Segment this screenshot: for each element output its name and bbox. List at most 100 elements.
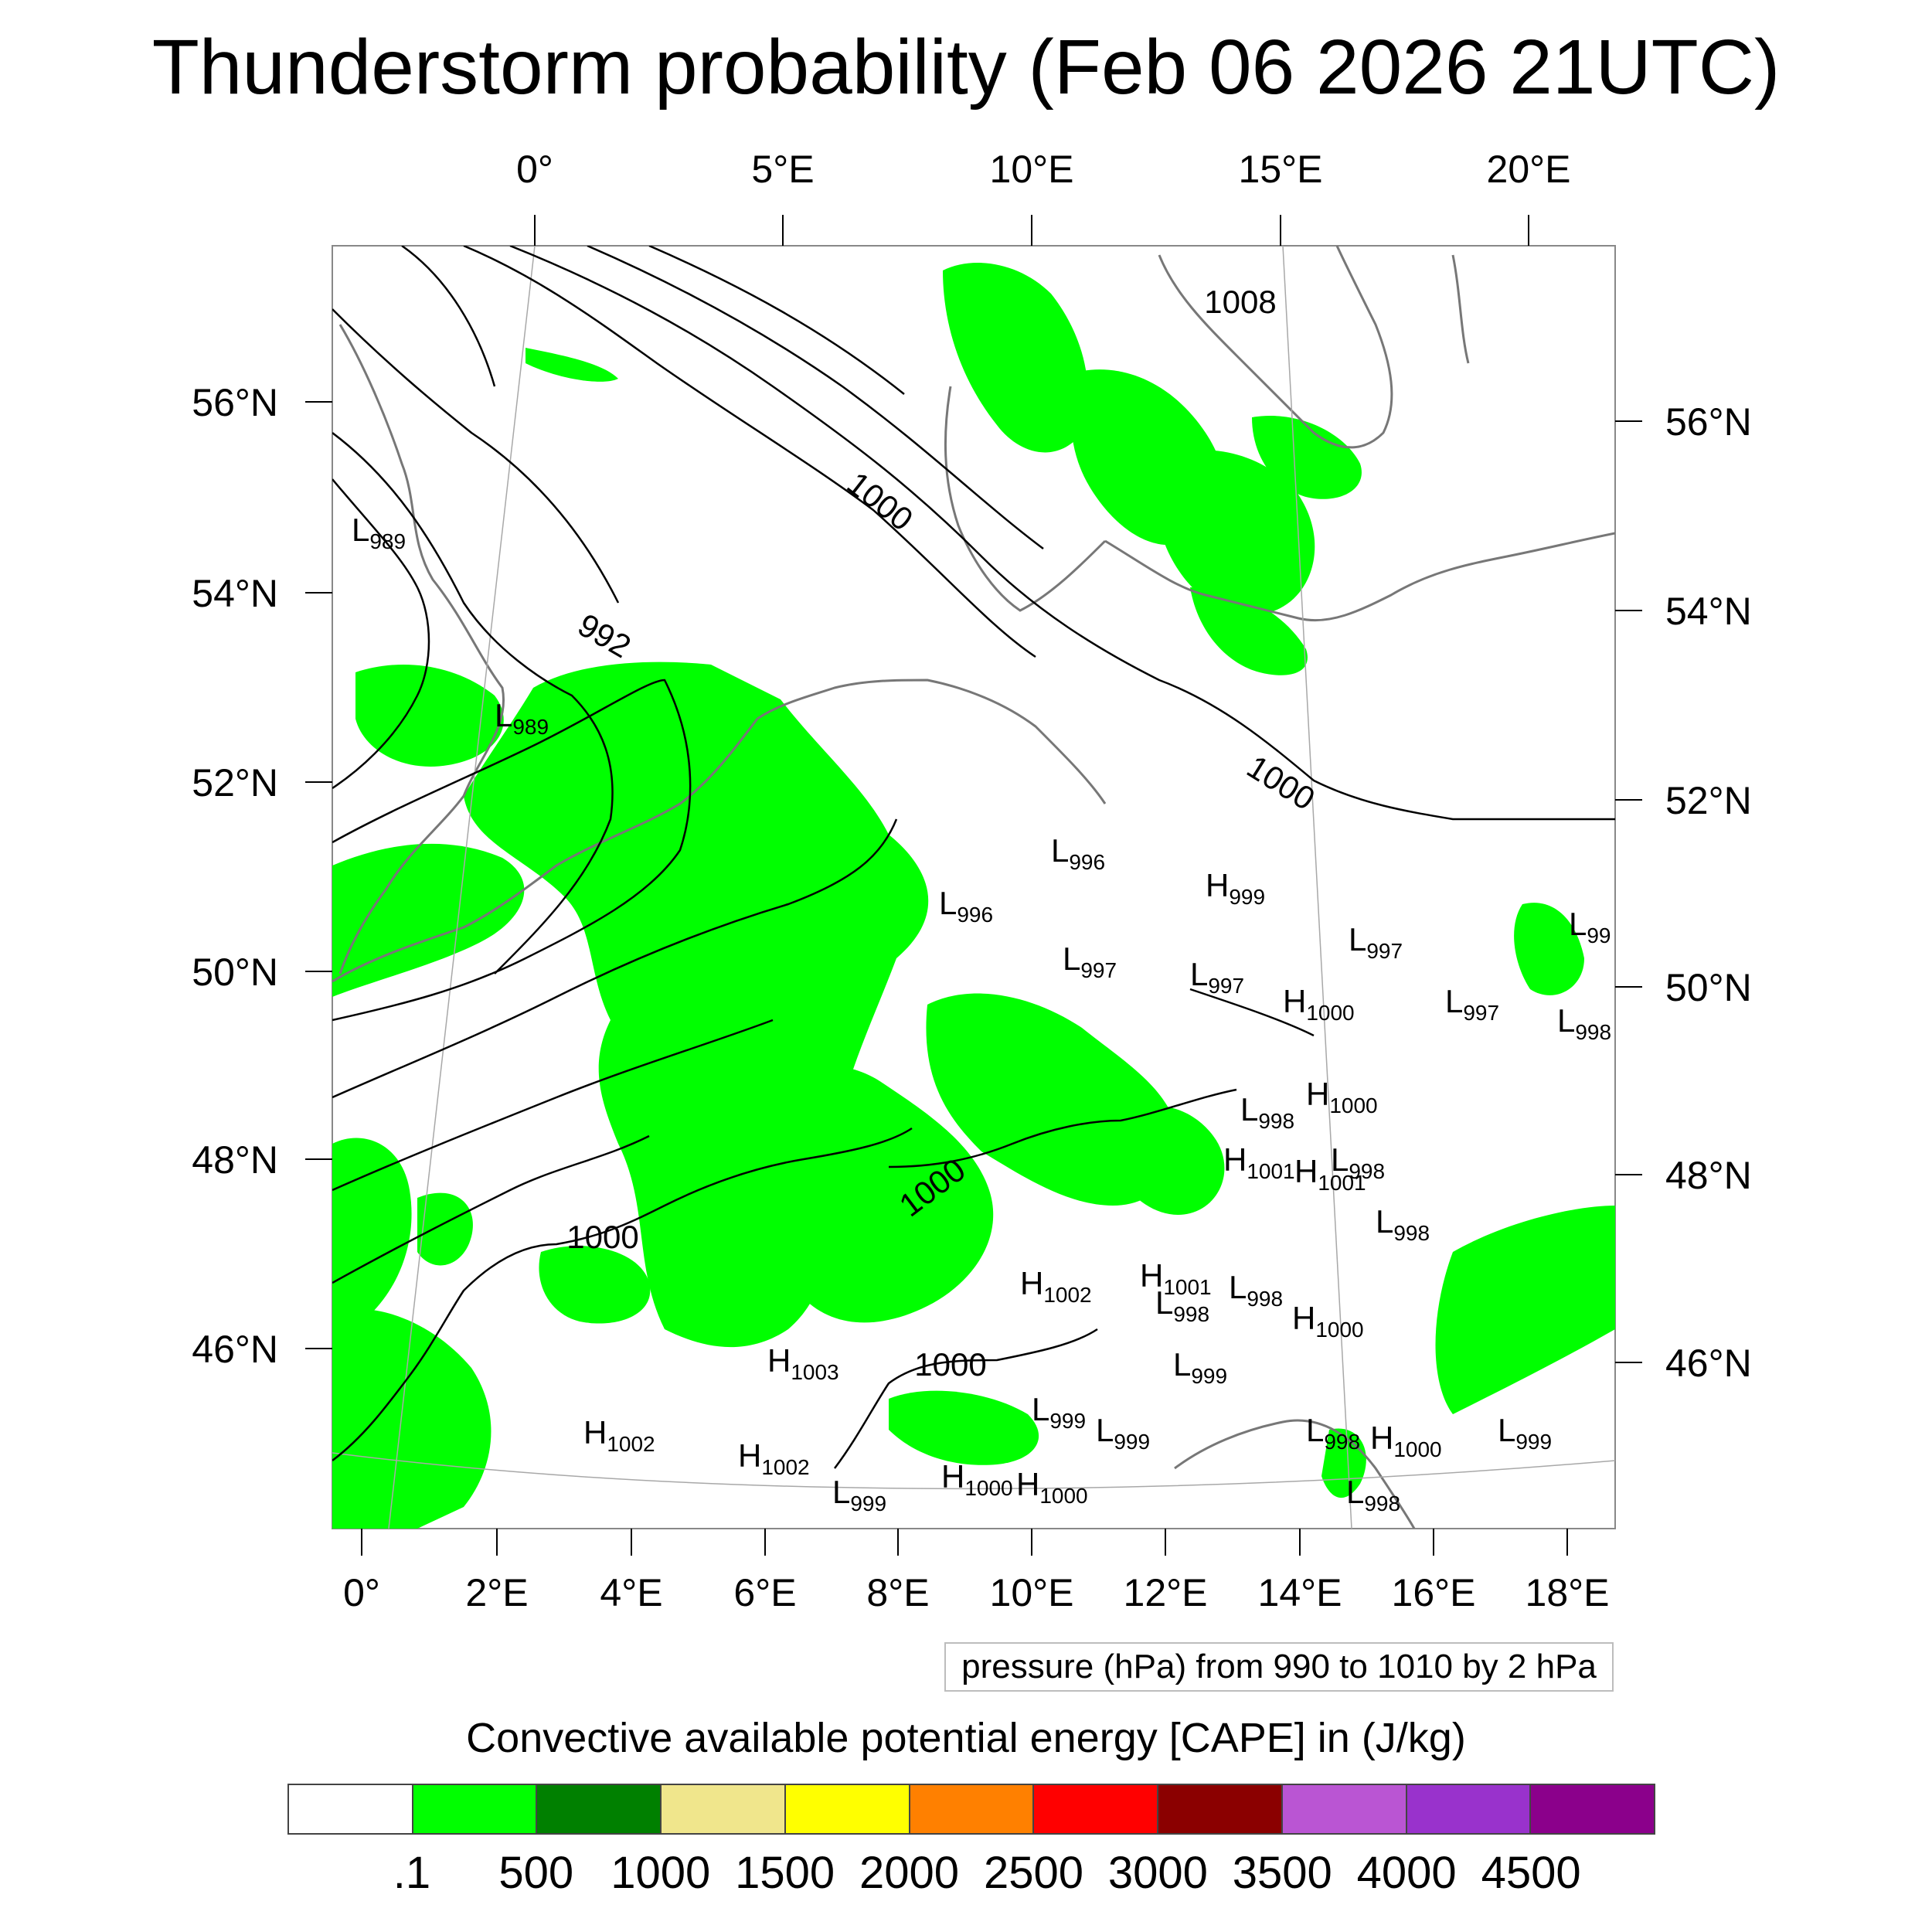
pressure-center-label: H1001 <box>1140 1257 1212 1299</box>
bottom-lon-tick: 2°E <box>465 1571 528 1614</box>
graticule <box>332 246 1615 1529</box>
pressure-center-label: H1000 <box>941 1458 1013 1500</box>
pressure-center-label: L999 <box>1173 1346 1227 1388</box>
pressure-center-label: H999 <box>1206 867 1265 909</box>
right-lat-axis: 56°N 54°N 52°N 50°N 48°N 46°N <box>1615 400 1752 1385</box>
coastlines <box>332 246 1615 1529</box>
left-lat-tick: 46°N <box>192 1328 278 1371</box>
cape-area-france-c <box>417 1192 473 1266</box>
cape-area-france-s <box>332 1308 492 1529</box>
left-lat-tick: 50°N <box>192 951 278 994</box>
bottom-lon-tick: 10°E <box>990 1571 1074 1614</box>
colorbar-label: 1500 <box>735 1848 835 1898</box>
pressure-center-label: L997 <box>1349 921 1403 963</box>
left-lat-tick: 56°N <box>192 381 278 424</box>
cape-area-denmark <box>943 263 1088 453</box>
cape-area-alps <box>889 1390 1039 1465</box>
top-lon-tick: 15°E <box>1239 148 1323 191</box>
coast-denmark <box>944 386 1107 612</box>
cape-area-slovakia <box>1514 903 1584 995</box>
pressure-centers: L989 L989 L996 L996 H999 L997 L997 L997 L997 L99 H… <box>352 512 1611 1515</box>
map-title: Thunderstorm probability (Feb 06 2026 21… <box>151 24 1781 111</box>
colorbar-swatch <box>413 1785 538 1833</box>
pressure-center-label: L999 <box>1498 1412 1552 1454</box>
contour-label: 1000 <box>914 1346 986 1383</box>
right-lat-tick: 48°N <box>1665 1154 1752 1197</box>
colorbar <box>287 1784 1655 1835</box>
coast-adriatic <box>1174 1419 1416 1529</box>
cape-area-uk-east <box>355 665 504 767</box>
pressure-center-label: H1001 <box>1294 1153 1366 1195</box>
colorbar-label: .1 <box>393 1848 431 1898</box>
pressure-center-label: L999 <box>1032 1391 1086 1433</box>
bottom-lon-tick: 4°E <box>600 1571 662 1614</box>
isobars <box>332 246 1615 1469</box>
pressure-center-label: L998 <box>1557 1002 1611 1044</box>
colorbar-swatch <box>785 1785 910 1833</box>
pressure-center-label: H1000 <box>1306 1076 1378 1117</box>
colorbar-swatch <box>1282 1785 1407 1833</box>
top-lon-tick: 20°E <box>1487 148 1571 191</box>
pressure-center-label: H1002 <box>1020 1265 1092 1307</box>
pressure-center-label: L999 <box>832 1474 886 1515</box>
pressure-center-label: H1000 <box>1370 1420 1442 1461</box>
contour-label: 1000 <box>566 1219 638 1255</box>
colorbar-labels: .1 500 1000 1500 2000 2500 3000 3500 4000 4500 <box>287 1847 1655 1901</box>
colorbar-swatch <box>537 1785 662 1833</box>
right-lat-tick: 56°N <box>1665 400 1752 444</box>
colorbar-swatch <box>1531 1785 1655 1833</box>
bottom-lon-tick: 12°E <box>1124 1571 1208 1614</box>
coast-baltic-south <box>1104 532 1615 622</box>
colorbar-swatch <box>1406 1785 1532 1833</box>
left-lat-tick: 48°N <box>192 1138 278 1182</box>
contour-label: 1008 <box>1204 284 1276 320</box>
right-lat-tick: 52°N <box>1665 779 1752 822</box>
pressure-center-label: H1000 <box>1283 983 1355 1025</box>
pressure-center-label: L998 <box>1240 1091 1294 1133</box>
right-lat-tick: 54°N <box>1665 590 1752 633</box>
top-lon-tick: 10°E <box>990 148 1074 191</box>
pressure-center-label: H1002 <box>738 1437 810 1479</box>
pressure-center-label: H1002 <box>583 1414 655 1456</box>
bottom-lon-tick: 6°E <box>733 1571 796 1614</box>
pressure-center-label: L998 <box>1346 1474 1400 1515</box>
pressure-center-label: L989 <box>495 697 549 739</box>
cape-area-central <box>726 1065 994 1323</box>
top-lon-tick: 5°E <box>751 148 814 191</box>
coast-uk-east <box>338 324 505 975</box>
colorbar-label: 500 <box>498 1848 574 1898</box>
bottom-lon-tick: 16°E <box>1392 1571 1476 1614</box>
colorbar-label: 3500 <box>1232 1848 1332 1898</box>
pressure-center-label: L997 <box>1445 983 1499 1025</box>
pressure-note: pressure (hPa) from 990 to 1010 by 2 hPa <box>944 1642 1614 1692</box>
top-lon-axis: 0° 5°E 10°E 15°E 20°E <box>516 148 1570 246</box>
bottom-lon-axis: 0° 2°E 4°E 6°E 8°E 10°E 12°E 14°E 16°E 1… <box>343 1529 1609 1614</box>
cape-area-rhone <box>539 1246 651 1324</box>
colorbar-swatch <box>1034 1785 1159 1833</box>
colorbar-swatch <box>1158 1785 1283 1833</box>
bottom-lon-tick: 0° <box>343 1571 380 1614</box>
colorbar-label: 4500 <box>1481 1848 1581 1898</box>
pressure-center-label: L997 <box>1190 956 1244 998</box>
colorbar-title: Convective available potential energy [C… <box>466 1715 1466 1761</box>
pressure-center-label: H1000 <box>1292 1300 1364 1342</box>
left-lat-tick: 54°N <box>192 572 278 615</box>
left-lat-tick: 52°N <box>192 761 278 804</box>
cape-area-hungary <box>1435 1206 1615 1414</box>
colorbar-swatch <box>662 1785 786 1833</box>
pressure-center-label: L998 <box>1376 1203 1430 1245</box>
pressure-center-label: L999 <box>1096 1412 1150 1454</box>
colorbar-label: 3000 <box>1107 1848 1208 1898</box>
pressure-center-label: H1001 <box>1223 1141 1295 1183</box>
top-lon-tick: 0° <box>516 148 553 191</box>
cape-area-france-w <box>332 1138 412 1329</box>
pressure-center-label: L996 <box>1051 832 1105 874</box>
pressure-center-label: L998 <box>1331 1141 1385 1183</box>
pressure-center-label: H1000 <box>1016 1466 1088 1508</box>
cape-area-poland-c <box>1190 587 1308 675</box>
coast-gotland <box>1451 254 1470 364</box>
colorbar-label: 2500 <box>983 1848 1083 1898</box>
pressure-center-label: L998 <box>1229 1269 1283 1311</box>
bottom-lon-tick: 14°E <box>1258 1571 1342 1614</box>
